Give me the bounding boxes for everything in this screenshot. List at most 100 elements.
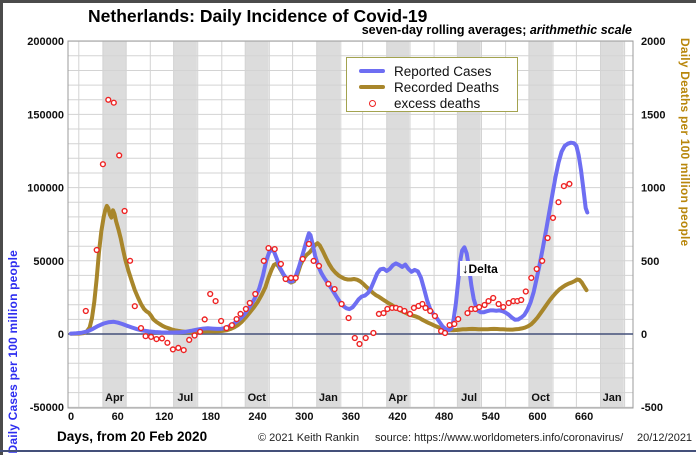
y-right-tick-label: 0 (641, 329, 647, 341)
x-tick-label: 120 (155, 411, 173, 423)
excess-deaths-point (201, 316, 208, 323)
month-band (386, 41, 410, 408)
excess-deaths-point (233, 316, 240, 323)
month-label: Apr (388, 392, 408, 404)
x-tick-label: 420 (388, 411, 406, 423)
excess-deaths-point (105, 96, 112, 103)
excess-deaths-point (533, 265, 540, 273)
report-date: 20/12/2021 (637, 432, 693, 444)
excess-deaths-point (522, 288, 529, 295)
excess-deaths-point (351, 334, 358, 342)
excess-deaths-point (451, 320, 458, 328)
excess-deaths-point (485, 298, 492, 305)
legend: Reported Cases Recorded Deaths excess de… (346, 57, 518, 112)
y-left-tick-label: 150000 (27, 109, 64, 121)
excess-deaths-point (481, 301, 488, 309)
y-right-tick-label: 1500 (641, 109, 665, 121)
reported-cases-line-swatch (359, 68, 385, 74)
y-left-tick-label: 50000 (33, 256, 64, 268)
x-tick-label: 480 (435, 411, 453, 423)
excess-deaths-point (116, 152, 123, 159)
chart-subtitle: seven-day rolling averages; arithmethic … (362, 23, 632, 37)
month-band (102, 41, 127, 408)
excess-deaths-point (380, 310, 387, 317)
excess-deaths-point (110, 99, 117, 106)
y-left-tick-label: 0 (58, 329, 64, 341)
excess-deaths-point (175, 344, 182, 352)
legend-label: Recorded Deaths (394, 79, 500, 95)
excess-deaths-point (242, 305, 250, 313)
excess-deaths-point (148, 333, 155, 341)
excess-deaths-point (186, 336, 193, 344)
month-band (457, 41, 481, 408)
excess-deaths-point (528, 274, 535, 282)
month-label: Apr (105, 392, 125, 404)
excess-deaths-point (422, 304, 429, 312)
legend-item-reported-cases: Reported Cases (359, 63, 517, 79)
excess-deaths-point (265, 245, 272, 252)
y-right-tick-label: -500 (641, 402, 663, 414)
excess-deaths-point (169, 346, 177, 353)
excess-deaths-point (121, 207, 128, 215)
excess-deaths-point (131, 303, 138, 310)
recorded-deaths-line (69, 203, 589, 336)
excess-deaths-point (252, 290, 259, 298)
x-tick-label: 240 (248, 411, 266, 423)
excess-deaths-point (549, 214, 557, 222)
excess-deaths-point (427, 307, 434, 315)
month-band (600, 41, 624, 408)
legend-item-excess-deaths: excess deaths (359, 95, 517, 111)
excess-deaths-point (455, 316, 462, 323)
excess-deaths-point (191, 332, 198, 339)
month-label: Jul (177, 392, 193, 404)
excess-deaths-point (370, 329, 377, 337)
excess-deaths-point (237, 310, 244, 318)
left-axis-title: Daily Cases per 100 million people (6, 250, 20, 454)
excess-deaths-point (292, 274, 299, 282)
x-axis-title: Days, from 20 Feb 2020 (57, 429, 208, 444)
excess-deaths-point (218, 317, 225, 325)
excess-deaths-point (158, 335, 166, 342)
excess-deaths-point (464, 310, 471, 317)
excess-deaths-point (99, 161, 107, 168)
excess-deaths-point (260, 257, 267, 265)
y-left-tick-label: 200000 (27, 36, 64, 48)
month-band (528, 41, 553, 408)
excess-deaths-point (406, 310, 414, 318)
excess-deaths-point (246, 299, 253, 307)
excess-deaths-point (305, 240, 313, 248)
delta-annotation-label: Delta (468, 262, 498, 276)
excess-deaths-point (127, 257, 134, 264)
excess-deaths-point (539, 257, 546, 265)
excess-deaths-point (271, 246, 278, 253)
excess-deaths-point (164, 339, 171, 346)
x-tick-label: 540 (482, 411, 500, 423)
excess-deaths-point (331, 286, 338, 293)
excess-deaths-point (142, 333, 149, 340)
excess-deaths-point (345, 314, 352, 322)
excess-deaths-point (277, 260, 285, 268)
chart-title: Netherlands: Daily Incidence of Covid-19 (88, 6, 428, 26)
excess-deaths-point (566, 180, 573, 188)
window-top-border (0, 0, 696, 3)
reported-cases-line (69, 140, 590, 336)
excess-deaths-point (82, 307, 89, 315)
excess-deaths-point (207, 290, 214, 298)
month-label: Jan (319, 392, 338, 404)
x-tick-label: 300 (295, 411, 313, 423)
excess-deaths-point (560, 183, 568, 190)
excess-deaths-point (137, 325, 145, 332)
excess-deaths-point (228, 322, 236, 329)
excess-deaths-point (299, 255, 306, 263)
excess-deaths-point (401, 307, 408, 315)
excess-deaths-point (356, 340, 363, 348)
excess-deaths-point (419, 300, 426, 308)
excess-deaths-point (338, 300, 345, 308)
month-label: Oct (531, 392, 550, 404)
month-band (173, 41, 197, 408)
down-arrow-icon: ↓ (462, 261, 469, 276)
excess-deaths-point (153, 336, 160, 343)
excess-deaths-point (500, 304, 507, 311)
